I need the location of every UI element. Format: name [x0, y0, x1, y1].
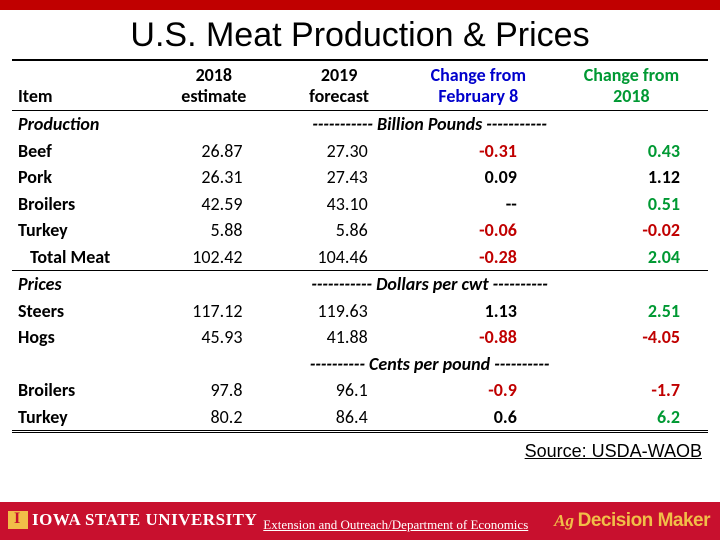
cell-value: 1.12 [555, 164, 708, 191]
accent-bar [0, 0, 720, 10]
cell-value: 27.43 [276, 164, 401, 191]
cell-value: -0.88 [402, 324, 555, 351]
cell-value: -4.05 [555, 324, 708, 351]
unit-label: ----------- Billion Pounds ----------- [151, 111, 708, 138]
section-label: Production [12, 111, 151, 138]
isu-mark-icon [8, 511, 28, 529]
cell-value: -1.7 [555, 377, 708, 404]
row-turkey-price: Turkey 80.2 86.4 0.6 6.2 [12, 404, 708, 432]
extension-label: Extension and Outreach/Department of Eco… [263, 517, 528, 533]
col-change-feb: Change fromFebruary 8 [402, 61, 555, 111]
cell-label: Broilers [12, 191, 151, 218]
section-cents: ---------- Cents per pound ---------- [12, 351, 708, 378]
university-logo: IOWA STATE UNIVERSITY [8, 510, 257, 530]
cell-label: Broilers [12, 377, 151, 404]
university-name: IOWA STATE UNIVERSITY [32, 510, 257, 530]
footer-bar: IOWA STATE UNIVERSITY Extension and Outr… [0, 502, 720, 540]
cell-value: 86.4 [276, 404, 401, 432]
cell-value: 2.51 [555, 298, 708, 325]
header-label: 2019 [321, 64, 358, 86]
header-label: Change from [431, 64, 526, 86]
cell-value: 0.6 [402, 404, 555, 432]
cell-label: Turkey [12, 404, 151, 432]
row-broilers-price: Broilers 97.8 96.1 -0.9 -1.7 [12, 377, 708, 404]
cell-value: 102.42 [151, 244, 276, 271]
cell-value: 5.88 [151, 217, 276, 244]
cell-label: Turkey [12, 217, 151, 244]
cell-value: 97.8 [151, 377, 276, 404]
row-total-meat: Total Meat 102.42 104.46 -0.28 2.04 [12, 244, 708, 271]
unit-label: ---------- Cents per pound ---------- [151, 351, 708, 378]
cell-label: Beef [12, 138, 151, 165]
row-pork: Pork 26.31 27.43 0.09 1.12 [12, 164, 708, 191]
row-beef: Beef 26.87 27.30 -0.31 0.43 [12, 138, 708, 165]
cell-value: -- [402, 191, 555, 218]
cell-value: -0.9 [402, 377, 555, 404]
cell-label: Total Meat [12, 244, 151, 271]
col-2018: 2018estimate [151, 61, 276, 111]
row-hogs: Hogs 45.93 41.88 -0.88 -4.05 [12, 324, 708, 351]
table-container: Item 2018estimate 2019forecast Change fr… [0, 61, 720, 433]
cell-value: 42.59 [151, 191, 276, 218]
section-production: Production ----------- Billion Pounds --… [12, 111, 708, 138]
col-item: Item [12, 61, 151, 111]
header-label: Change from [584, 64, 679, 86]
header-row: Item 2018estimate 2019forecast Change fr… [12, 61, 708, 111]
cell-value: -0.28 [402, 244, 555, 271]
cell-value: 27.30 [276, 138, 401, 165]
brand-decision-maker: Decision Maker [578, 510, 710, 531]
unit-label: ----------- Dollars per cwt ---------- [151, 271, 708, 298]
cell-value: 104.46 [276, 244, 401, 271]
cell-value: 6.2 [555, 404, 708, 432]
col-2019: 2019forecast [276, 61, 401, 111]
row-steers: Steers 117.12 119.63 1.13 2.51 [12, 298, 708, 325]
cell-value: -0.31 [402, 138, 555, 165]
cell-label: Pork [12, 164, 151, 191]
cell-value: 117.12 [151, 298, 276, 325]
header-label: February 8 [438, 85, 518, 107]
cell-value: 43.10 [276, 191, 401, 218]
cell-value: -0.02 [555, 217, 708, 244]
header-label: Item [18, 85, 53, 107]
cell-value: 80.2 [151, 404, 276, 432]
cell-label: Steers [12, 298, 151, 325]
page-title: U.S. Meat Production & Prices [12, 10, 708, 61]
header-label: 2018 [196, 64, 233, 86]
cell-value: -0.06 [402, 217, 555, 244]
row-turkey: Turkey 5.88 5.86 -0.06 -0.02 [12, 217, 708, 244]
cell-value: 119.63 [276, 298, 401, 325]
header-label: forecast [309, 85, 369, 107]
cell-value: 45.93 [151, 324, 276, 351]
cell-value: 96.1 [276, 377, 401, 404]
cell-value: 0.43 [555, 138, 708, 165]
header-label: estimate [181, 85, 246, 107]
cell-value: 5.86 [276, 217, 401, 244]
meat-table: Item 2018estimate 2019forecast Change fr… [12, 61, 708, 433]
col-change-2018: Change from2018 [555, 61, 708, 111]
cell-value: 41.88 [276, 324, 401, 351]
cell-value: 2.04 [555, 244, 708, 271]
row-broilers: Broilers 42.59 43.10 -- 0.51 [12, 191, 708, 218]
cell-value: 26.31 [151, 164, 276, 191]
footer-left: IOWA STATE UNIVERSITY Extension and Outr… [8, 510, 528, 533]
footer-right: Ag Decision Maker [554, 512, 710, 529]
section-label: Prices [12, 271, 151, 298]
cell-value: 0.51 [555, 191, 708, 218]
cell-value: 1.13 [402, 298, 555, 325]
section-prices: Prices ----------- Dollars per cwt -----… [12, 271, 708, 298]
brand-ag: Ag [554, 511, 574, 530]
cell-value: 0.09 [402, 164, 555, 191]
header-label: 2018 [613, 85, 650, 107]
source-citation: Source: USDA-WAOB [0, 433, 720, 464]
cell-value: 26.87 [151, 138, 276, 165]
section-label [12, 351, 151, 378]
cell-label: Hogs [12, 324, 151, 351]
